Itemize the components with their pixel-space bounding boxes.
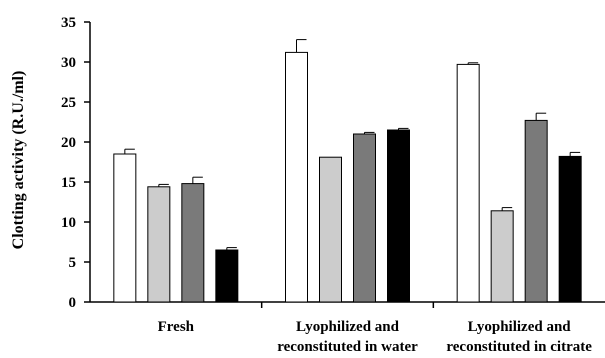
- y-tick-label: 15: [61, 175, 76, 191]
- y-tick-label: 25: [61, 95, 76, 111]
- category-label: reconstituted in water: [277, 339, 418, 355]
- bar: [181, 183, 205, 303]
- bar: [319, 156, 342, 303]
- category-label: Fresh: [158, 319, 195, 335]
- y-tick-label: 30: [61, 55, 76, 71]
- bar: [285, 51, 308, 303]
- y-tick-label: 5: [69, 255, 77, 271]
- bar: [353, 133, 376, 303]
- y-axis-title: Clotting activity (R.U./ml): [10, 71, 27, 250]
- bar: [113, 153, 137, 303]
- y-tick-label: 35: [61, 15, 76, 31]
- x-axis: [90, 301, 605, 308]
- bar: [490, 210, 514, 303]
- bars: [113, 39, 582, 303]
- category-label: reconstituted in citrate: [446, 339, 592, 355]
- y-axis: 0 5 10 15 20 25 30 35: [61, 15, 91, 311]
- y-tick-label: 0: [69, 295, 77, 311]
- category-labels: Fresh Lyophilized and reconstituted in wat…: [158, 319, 593, 355]
- bar: [387, 129, 410, 303]
- bar: [558, 155, 582, 303]
- bar: [524, 119, 548, 303]
- category-label: Lyophilized and: [468, 319, 572, 335]
- bar: [456, 63, 480, 303]
- y-tick-label: 20: [61, 135, 76, 151]
- bar: [215, 249, 239, 303]
- category-label: Lyophilized and: [296, 319, 400, 335]
- y-tick-label: 10: [61, 215, 76, 231]
- bar: [147, 186, 171, 303]
